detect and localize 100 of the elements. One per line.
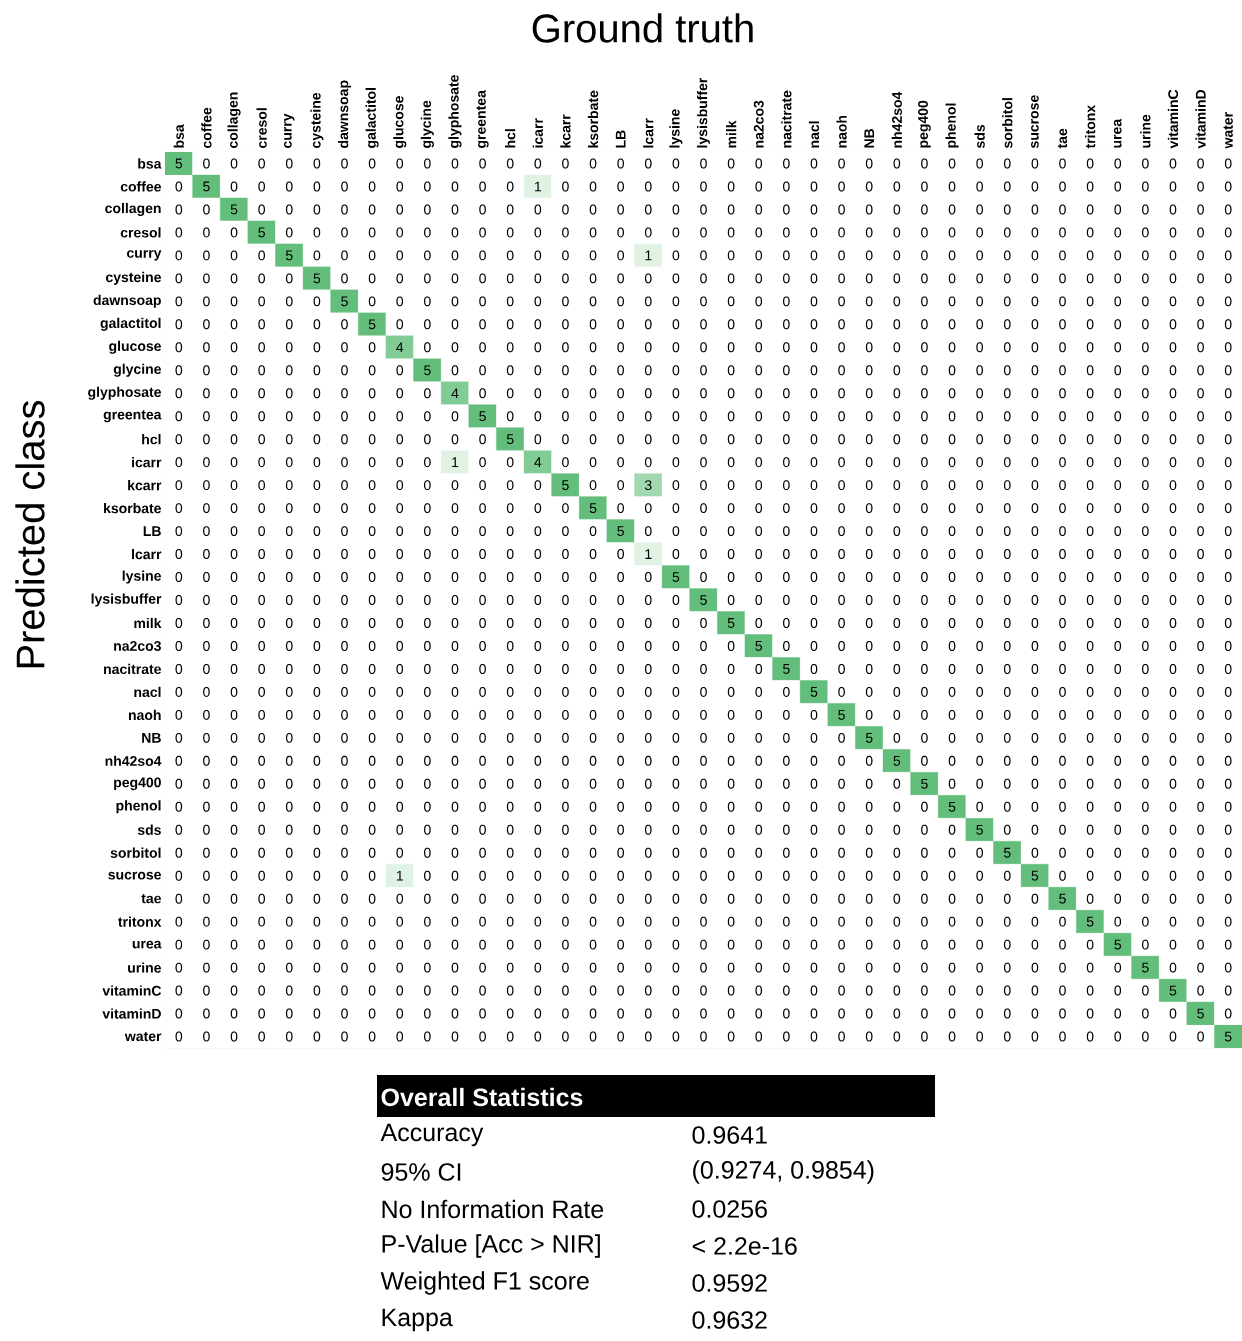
data-label: 0 (893, 939, 901, 950)
x-tick-label: NB (864, 128, 875, 148)
data-label: 0 (1142, 916, 1149, 927)
data-label: 0 (313, 250, 321, 261)
data-label: 0 (755, 962, 763, 973)
data-label: 0 (1224, 778, 1232, 789)
data-label: 0 (644, 526, 652, 537)
x-tick-label: nh42so4 (891, 91, 902, 148)
data-label: 0 (424, 319, 431, 330)
data-label: 0 (368, 847, 376, 858)
x-tick-label: milk (726, 120, 737, 148)
data-label: 0 (424, 342, 431, 353)
data-label: 0 (396, 503, 404, 514)
data-label: 5 (921, 778, 928, 789)
data-label: 0 (1142, 663, 1149, 674)
data-label: 0 (810, 273, 818, 284)
data-label: 0 (313, 778, 321, 789)
data-label: 0 (1169, 273, 1177, 284)
data-label: 0 (1169, 801, 1177, 812)
data-label: 0 (534, 296, 542, 307)
data-label: 0 (727, 755, 735, 766)
data-label: 0 (368, 824, 376, 835)
data-label: 0 (1031, 503, 1039, 514)
data-label: 0 (672, 549, 680, 560)
data-label: 0 (921, 1031, 928, 1042)
y-tick-label: glyphosate (88, 386, 161, 400)
data-label: 0 (1114, 365, 1122, 376)
data-label: 0 (893, 204, 901, 215)
data-label: 5 (285, 250, 293, 261)
data-label: 0 (534, 503, 542, 514)
data-label: 0 (313, 618, 321, 628)
y-tick-label: tritonx (118, 916, 162, 927)
data-label: 0 (1031, 158, 1039, 169)
data-label: 0 (783, 732, 790, 743)
data-label: 0 (479, 296, 486, 307)
data-label: 0 (258, 1031, 266, 1042)
data-label: 0 (865, 641, 873, 651)
data-label: 0 (506, 778, 514, 789)
data-label: 0 (976, 870, 984, 881)
data-label: 0 (893, 641, 901, 651)
data-label: 0 (1197, 663, 1204, 674)
data-label: 0 (341, 893, 348, 904)
data-label: 0 (644, 1031, 652, 1042)
data-label: 0 (562, 916, 569, 927)
data-label: 0 (976, 962, 984, 973)
data-label: 0 (1114, 916, 1122, 927)
data-label: 0 (285, 893, 293, 904)
data-label: 0 (810, 250, 818, 261)
data-label: 0 (1197, 480, 1204, 491)
data-label: 0 (230, 595, 238, 605)
data-label: 0 (479, 618, 486, 628)
data-label: 0 (948, 778, 956, 789)
data-label: 0 (230, 985, 238, 996)
data-label: 0 (865, 296, 873, 307)
data-label: 0 (285, 939, 293, 950)
data-label: 0 (341, 686, 348, 697)
y-tick-label: dawnsoap (93, 294, 161, 308)
data-label: 0 (1003, 1031, 1011, 1042)
data-label: 0 (755, 847, 763, 858)
data-label: 0 (534, 663, 542, 674)
data-label: 0 (451, 181, 459, 192)
data-label: 0 (893, 480, 901, 491)
data-label: 1 (534, 181, 542, 192)
data-label: 0 (644, 962, 652, 973)
data-label: 0 (755, 778, 763, 789)
data-label: 0 (479, 457, 486, 468)
data-label: 0 (700, 227, 707, 238)
data-label: 0 (672, 204, 680, 215)
data-label: 0 (948, 319, 956, 330)
data-label: 0 (1142, 618, 1149, 628)
data-label: 0 (1059, 985, 1066, 996)
data-label: 0 (727, 526, 735, 537)
data-label: 0 (1031, 319, 1039, 330)
data-label: 0 (783, 181, 790, 192)
data-label: 0 (285, 503, 293, 514)
data-label: 0 (1169, 824, 1177, 835)
data-label: 0 (1031, 273, 1039, 284)
data-label: 0 (948, 388, 956, 399)
data-label: 0 (479, 755, 486, 766)
data-label: 0 (921, 962, 928, 973)
data-label: 0 (865, 342, 873, 353)
data-label: 0 (1059, 572, 1066, 582)
data-label: 0 (617, 1031, 625, 1042)
data-label: 0 (203, 296, 210, 307)
data-label: 0 (893, 893, 901, 904)
data-label: 0 (948, 411, 956, 422)
data-label: 0 (479, 273, 486, 284)
data-label: 0 (203, 227, 210, 238)
data-label: 0 (783, 686, 790, 697)
data-label: 0 (396, 227, 404, 238)
data-label: 0 (1224, 595, 1232, 605)
data-label: 0 (258, 503, 266, 514)
data-label: 0 (424, 916, 431, 927)
data-label: 0 (589, 549, 597, 560)
data-label: 0 (1114, 824, 1122, 835)
data-label: 0 (617, 296, 625, 307)
data-label: 0 (644, 273, 652, 284)
data-label: 0 (258, 962, 266, 973)
data-label: 0 (783, 296, 790, 307)
data-label: 0 (893, 686, 901, 697)
